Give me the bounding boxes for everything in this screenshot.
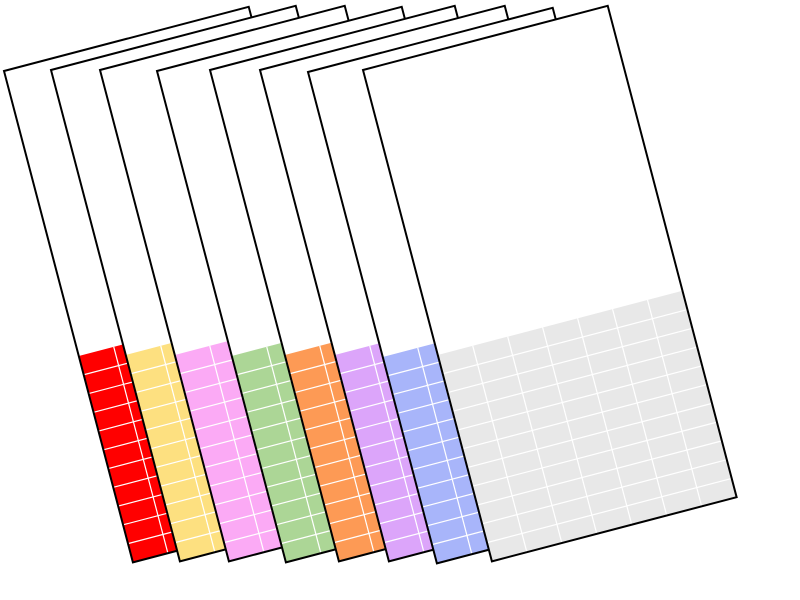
grid-line-vertical bbox=[611, 308, 668, 516]
grid-line-horizontal bbox=[442, 308, 688, 375]
card-grey bbox=[361, 4, 738, 563]
grid-line-horizontal bbox=[467, 402, 713, 469]
grid-line-vertical bbox=[507, 336, 563, 544]
grid-line-vertical bbox=[417, 347, 473, 555]
grid-line-vertical bbox=[160, 345, 216, 553]
grid-line-vertical bbox=[209, 345, 265, 553]
grid-line-vertical bbox=[319, 345, 375, 553]
grid-line-horizontal bbox=[486, 477, 732, 544]
grid-line-vertical bbox=[646, 299, 703, 507]
grid-line-vertical bbox=[266, 346, 322, 554]
grid-line-horizontal bbox=[452, 346, 698, 412]
grid-line-horizontal bbox=[457, 365, 703, 431]
grid-line-vertical bbox=[369, 345, 425, 553]
card-color-band bbox=[437, 290, 737, 562]
grid-line-vertical bbox=[577, 318, 633, 525]
grid-line-horizontal bbox=[462, 384, 708, 450]
card-border bbox=[361, 4, 738, 563]
grid-line-horizontal bbox=[472, 421, 718, 487]
grid-line-horizontal bbox=[447, 327, 693, 394]
grid-line-vertical bbox=[472, 345, 528, 553]
grid-line-horizontal bbox=[476, 440, 723, 506]
grid-line-horizontal bbox=[481, 459, 727, 525]
grid-line-vertical bbox=[113, 346, 169, 554]
grid-line-vertical bbox=[542, 327, 598, 535]
